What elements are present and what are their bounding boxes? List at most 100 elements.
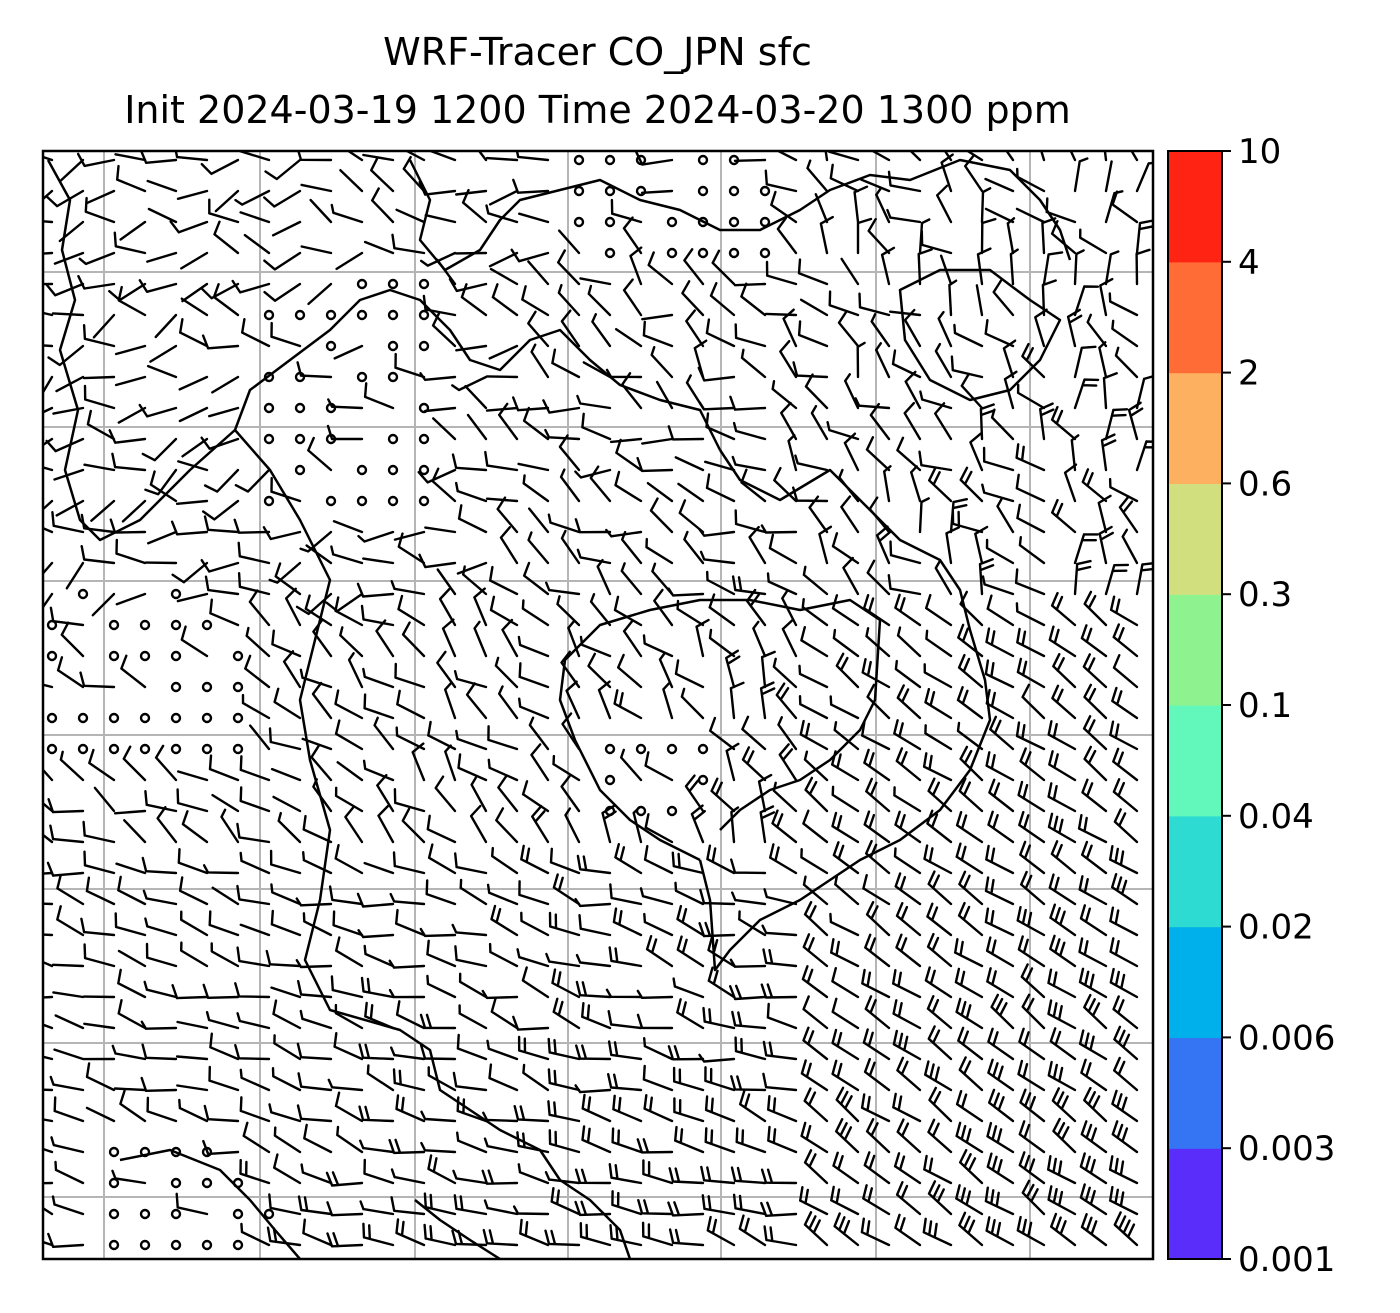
wind-barb [327, 398, 364, 410]
wind-barb [1081, 778, 1108, 813]
calm-wind-marker [418, 309, 430, 321]
wind-barb [547, 1100, 581, 1123]
wind-barb [645, 537, 674, 565]
wind-barb [1050, 405, 1077, 441]
wind-barb [610, 198, 643, 224]
colorbar-segment [1168, 594, 1222, 706]
colorbar-segment [1168, 705, 1222, 817]
wind-barb [894, 659, 922, 689]
wind-barb [241, 318, 271, 348]
wind-barb [1077, 814, 1108, 844]
wind-barb [558, 434, 581, 472]
wind-barb [711, 249, 736, 286]
colorbar-segment [1168, 1037, 1222, 1149]
wind-barb [388, 988, 426, 999]
wind-barb [1047, 720, 1077, 751]
wind-barb [146, 179, 178, 193]
wind-barb [517, 462, 550, 472]
wind-barb [517, 1163, 550, 1185]
wind-barb [667, 425, 705, 441]
wind-barb [332, 520, 364, 534]
wind-barb [928, 1086, 953, 1123]
wind-barb [363, 944, 395, 968]
colorbar-tick-label: 2 [1238, 354, 1260, 394]
wind-barb [830, 1185, 860, 1216]
wind-barb [518, 662, 550, 689]
wind-barb [982, 446, 1015, 472]
wind-barb [236, 946, 271, 968]
calm-wind-marker [573, 185, 585, 197]
wind-barb [266, 1226, 302, 1247]
wind-barb [768, 533, 798, 565]
title-line-1: WRF-Tracer CO_JPN sfc [383, 30, 812, 74]
wind-barb [556, 595, 581, 627]
colorbar-tick-label: 0.6 [1238, 464, 1292, 504]
wind-barb [419, 372, 457, 381]
colorbar-segment [1168, 815, 1222, 928]
wind-barb [487, 725, 519, 751]
wind-barb [957, 623, 984, 658]
wind-barb [377, 804, 395, 844]
wind-barb [829, 912, 860, 937]
wind-barb [120, 654, 147, 689]
wind-barb [1109, 937, 1139, 968]
wind-barb [704, 460, 736, 472]
wind-barb [674, 1125, 705, 1154]
wind-barb [362, 759, 395, 782]
wind-barb [830, 938, 860, 968]
wind-barb [213, 220, 240, 255]
wind-barb [701, 1194, 736, 1216]
wind-barb [865, 901, 891, 937]
wind-barb [325, 1171, 364, 1187]
wind-barb [363, 861, 395, 875]
wind-barb [336, 761, 364, 782]
wind-barb [424, 214, 457, 224]
wind-barb [522, 406, 550, 441]
wind-barb [469, 804, 488, 844]
wind-barb [488, 251, 519, 268]
wind-barb [114, 344, 147, 356]
wind-barb [875, 342, 891, 379]
wind-barb [453, 670, 488, 689]
wind-barb [245, 626, 271, 658]
wind-barb [579, 635, 612, 658]
wind-barb [924, 966, 953, 999]
wind-barb [263, 189, 302, 208]
wind-barb [561, 712, 581, 751]
wind-barb [43, 526, 54, 534]
wind-barb [334, 719, 364, 751]
map-background [43, 151, 1153, 1259]
wind-barb [307, 282, 333, 306]
wind-barb [434, 775, 457, 813]
wind-barb [636, 1013, 674, 1030]
wind-barb [356, 892, 395, 908]
wind-barb [957, 1026, 984, 1061]
wind-barb [831, 997, 860, 1030]
wind-barb [43, 220, 54, 224]
wind-barb [614, 843, 643, 875]
wind-barb [699, 550, 736, 565]
wind-barb [85, 189, 116, 205]
wind-barb [892, 969, 922, 999]
wind-barb [550, 1187, 581, 1216]
wind-barb [609, 1224, 643, 1247]
wind-barb [549, 847, 581, 875]
wind-barb [975, 284, 984, 317]
wind-barb [892, 1092, 922, 1123]
wind-barb [981, 575, 1015, 596]
wind-barb [295, 959, 333, 969]
wind-barb [117, 406, 147, 424]
wind-barb [149, 470, 178, 503]
wind-barb [620, 748, 643, 782]
calm-wind-marker [170, 1177, 182, 1189]
wind-barb [138, 279, 178, 293]
wind-barb [896, 1118, 922, 1154]
wind-barb [798, 664, 829, 689]
wind-barb [893, 847, 922, 875]
wind-barb [231, 279, 271, 294]
wind-barb [611, 1127, 643, 1154]
wind-barb [548, 1129, 581, 1154]
wind-barb [271, 220, 302, 237]
wind-barb [646, 482, 674, 503]
wind-barb [576, 548, 612, 565]
